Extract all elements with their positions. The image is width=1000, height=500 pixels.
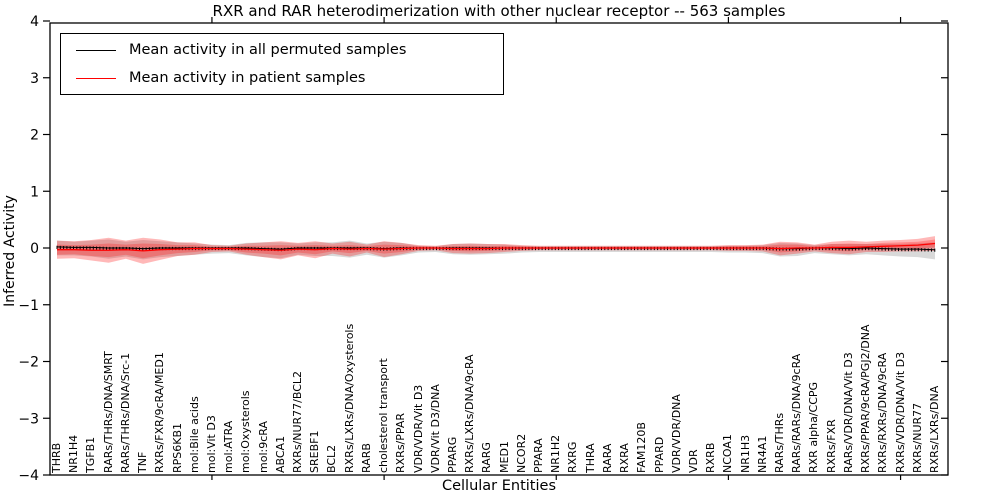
x-category-label: RXRs/NUR77/BCL2 bbox=[291, 370, 305, 473]
x-category-label: RXRs/VDR/DNA/Vit D3 bbox=[893, 351, 907, 473]
x-category-label: RXR alpha/CCPG bbox=[807, 381, 821, 473]
x-category-label: NR1H4 bbox=[67, 434, 81, 473]
x-category-label: VDR bbox=[686, 449, 700, 473]
x-category-label: cholesterol transport bbox=[377, 358, 391, 473]
y-tick-label: −4 bbox=[18, 468, 39, 484]
y-tick-label: 1 bbox=[30, 184, 39, 200]
x-category-label: VDR/Vit D3/DNA bbox=[428, 384, 442, 473]
x-category-label: ABCA1 bbox=[273, 435, 287, 473]
x-category-label: NCOR2 bbox=[514, 433, 528, 473]
x-category-label: RXRs/FXR/9cRA/MED1 bbox=[153, 352, 167, 473]
x-category-label: FAM120B bbox=[635, 422, 649, 473]
x-category-label: RXRs/NUR77 bbox=[910, 402, 924, 473]
x-category-label: RXRs/LXRs/DNA/Oxysterols bbox=[342, 323, 356, 473]
x-axis-label: Cellular Entities bbox=[441, 478, 557, 494]
axes-frame bbox=[49, 22, 949, 476]
legend-line-red bbox=[76, 77, 116, 79]
x-category-label: RXRB bbox=[704, 442, 718, 473]
x-category-label: RPS6KB1 bbox=[170, 422, 184, 473]
y-tick-label: −1 bbox=[18, 298, 39, 314]
x-category-label: RXRG bbox=[566, 441, 580, 473]
x-category-label: RARs/RARs/DNA/9cRA bbox=[790, 353, 804, 473]
y-tick-label: −2 bbox=[18, 355, 39, 371]
chart-title: RXR and RAR heterodimerization with othe… bbox=[212, 2, 786, 20]
x-category-label: mol:9cRA bbox=[256, 421, 270, 473]
x-category-label: THRA bbox=[583, 443, 597, 473]
x-category-label: THRB bbox=[50, 442, 63, 473]
x-category-label: RARs/THRs/DNA/SMRT bbox=[101, 351, 115, 473]
x-category-label: mol:Oxysterols bbox=[239, 390, 253, 474]
x-category-label: SREBF1 bbox=[308, 430, 322, 473]
x-category-label: BCL2 bbox=[325, 444, 339, 473]
x-category-label: RXRs/PPAR/9cRA/PGJ2/DNA bbox=[859, 324, 873, 474]
x-category-label: NR1H3 bbox=[738, 434, 752, 473]
x-category-label: TGFB1 bbox=[84, 436, 98, 473]
y-tick-label: 4 bbox=[30, 14, 39, 30]
x-category-label: RARs/THRs/DNA/Src-1 bbox=[118, 352, 132, 473]
legend-item-patient: Mean activity in patient samples bbox=[61, 70, 503, 86]
x-category-label: PPARD bbox=[652, 436, 666, 473]
legend-label: Mean activity in all permuted samples bbox=[129, 42, 407, 58]
x-category-label: VDR/VDR/Vit D3 bbox=[411, 384, 425, 473]
x-category-label: RARs/VDR/DNA/Vit D3 bbox=[841, 352, 855, 473]
x-category-label: PPARA bbox=[532, 438, 546, 473]
x-category-label: RARs/THRs bbox=[773, 412, 787, 473]
legend-line-black bbox=[76, 49, 116, 51]
y-tick-label: 2 bbox=[30, 128, 39, 144]
x-category-label: RXRs/FXR bbox=[824, 419, 838, 473]
x-category-label: RARG bbox=[480, 442, 494, 473]
x-category-label: TNF bbox=[136, 451, 150, 473]
x-category-label: RXRs/LXRs/DNA bbox=[928, 385, 941, 473]
x-category-label: mol:Bile acids bbox=[187, 396, 201, 473]
x-category-label: NR1H2 bbox=[549, 434, 563, 473]
x-category-label: RXRs/RXRs/DNA/9cRA bbox=[876, 352, 890, 473]
y-tick-label: 0 bbox=[30, 241, 39, 257]
y-tick-label: 3 bbox=[30, 71, 39, 87]
y-tick-label: −3 bbox=[18, 411, 39, 427]
x-category-label: PPARG bbox=[445, 436, 459, 473]
x-category-label: RARA bbox=[600, 443, 614, 473]
patient-mean-line bbox=[57, 242, 936, 252]
legend-item-permuted: Mean activity in all permuted samples bbox=[61, 42, 503, 58]
x-category-label: NCOA1 bbox=[721, 434, 735, 473]
x-category-label: mol:Vit D3 bbox=[204, 415, 218, 473]
legend: Mean activity in all permuted samples Me… bbox=[60, 33, 504, 95]
x-category-label: VDR/VDR/DNA bbox=[669, 394, 683, 473]
x-category-label: RXRA bbox=[618, 443, 632, 473]
x-category-label: RXRs/PPAR bbox=[394, 413, 408, 473]
x-category-label: mol:ATRA bbox=[222, 420, 236, 473]
x-category-label: MED1 bbox=[497, 441, 511, 473]
legend-label: Mean activity in patient samples bbox=[129, 70, 366, 86]
x-category-label: RXRs/LXRs/DNA/9cRA bbox=[463, 354, 477, 473]
x-category-label: RARB bbox=[359, 443, 373, 473]
x-category-label: NR4A1 bbox=[755, 435, 769, 473]
